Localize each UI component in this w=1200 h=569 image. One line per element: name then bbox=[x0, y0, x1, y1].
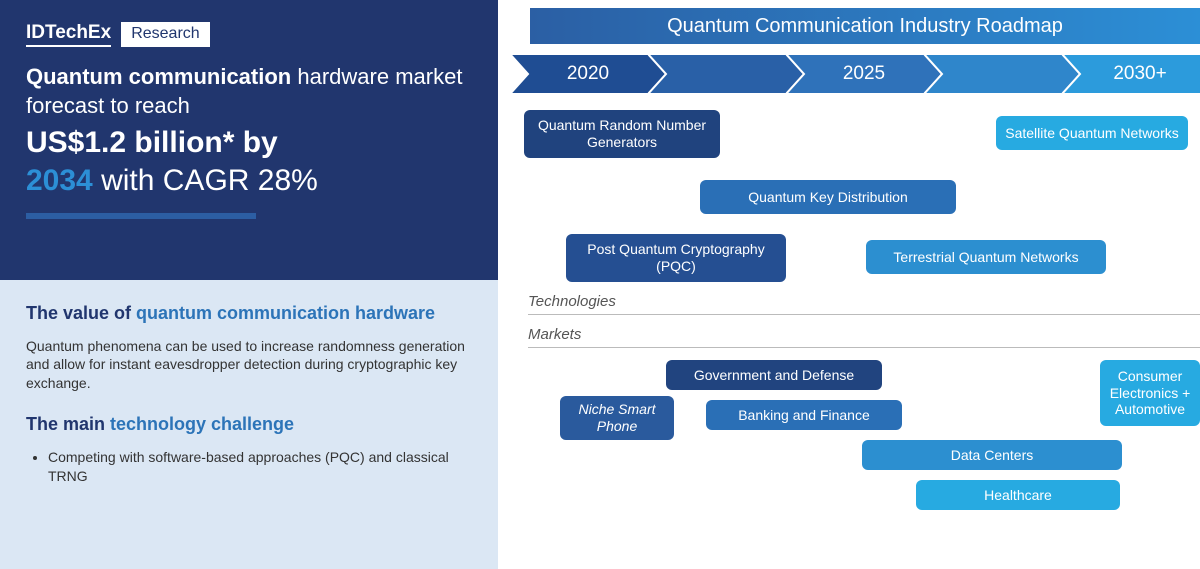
brand-tag: Research bbox=[121, 22, 209, 47]
tech-box: Quantum Random Number Generators bbox=[524, 110, 720, 158]
info-paragraph: Quantum phenomena can be used to increas… bbox=[26, 337, 472, 394]
timeline-label: 2025 bbox=[843, 63, 885, 85]
hero-line1: Quantum communication hardware market fo… bbox=[26, 63, 472, 120]
timeline-segment: 2025 bbox=[786, 54, 942, 94]
info-h1-prefix: The value of bbox=[26, 303, 136, 323]
info-heading-challenge: The main technology challenge bbox=[26, 413, 472, 436]
info-h2-accent: technology challenge bbox=[110, 414, 294, 434]
info-heading-value: The value of quantum communication hardw… bbox=[26, 302, 472, 325]
market-box: Government and Defense bbox=[666, 360, 882, 390]
info-bullet-list: Competing with software-based approaches… bbox=[26, 448, 472, 486]
timeline-segment: 2020 bbox=[510, 54, 666, 94]
brand-name: IDTechEx bbox=[26, 22, 111, 47]
market-box: Data Centers bbox=[862, 440, 1122, 470]
hero-year: 2034 bbox=[26, 164, 93, 197]
section-label-technologies: Technologies bbox=[528, 293, 616, 310]
tech-box: Quantum Key Distribution bbox=[700, 180, 956, 214]
timeline-segment bbox=[648, 54, 804, 94]
roadmap-timeline: 2020 2025 2030+ bbox=[510, 54, 1200, 98]
tech-box: Satellite Quantum Networks bbox=[996, 116, 1188, 150]
hero-line3: 2034 with CAGR 28% bbox=[26, 162, 472, 200]
tech-box: Terrestrial Quantum Networks bbox=[866, 240, 1106, 274]
market-box: Banking and Finance bbox=[706, 400, 902, 430]
divider-1 bbox=[528, 314, 1200, 315]
timeline-label: 2020 bbox=[567, 63, 609, 85]
hero-underline bbox=[26, 213, 256, 219]
info-h1-accent: quantum communication hardware bbox=[136, 303, 435, 323]
market-box: Niche Smart Phone bbox=[560, 396, 674, 440]
market-box: Healthcare bbox=[916, 480, 1120, 510]
divider-2 bbox=[528, 347, 1200, 348]
section-label-markets: Markets bbox=[528, 326, 581, 343]
brand-block: IDTechEx Research bbox=[26, 22, 472, 47]
info-panel: The value of quantum communication hardw… bbox=[0, 280, 498, 569]
hero-line3-rest: with CAGR 28% bbox=[93, 164, 318, 197]
hero-line1-bold: Quantum communication bbox=[26, 64, 291, 89]
info-bullet: Competing with software-based approaches… bbox=[48, 448, 472, 486]
hero-panel: IDTechEx Research Quantum communication … bbox=[0, 0, 498, 280]
hero-line2: US$1.2 billion* by bbox=[26, 124, 472, 162]
roadmap-title: Quantum Communication Industry Roadmap bbox=[530, 8, 1200, 44]
timeline-label: 2030+ bbox=[1113, 63, 1166, 85]
timeline-segment bbox=[924, 54, 1080, 94]
tech-box: Post Quantum Cryptography (PQC) bbox=[566, 234, 786, 282]
roadmap-panel: Quantum Communication Industry Roadmap 2… bbox=[498, 0, 1200, 569]
market-box: Consumer Electronics + Automotive bbox=[1100, 360, 1200, 426]
info-h2-prefix: The main bbox=[26, 414, 110, 434]
timeline-segment: 2030+ bbox=[1062, 54, 1200, 94]
